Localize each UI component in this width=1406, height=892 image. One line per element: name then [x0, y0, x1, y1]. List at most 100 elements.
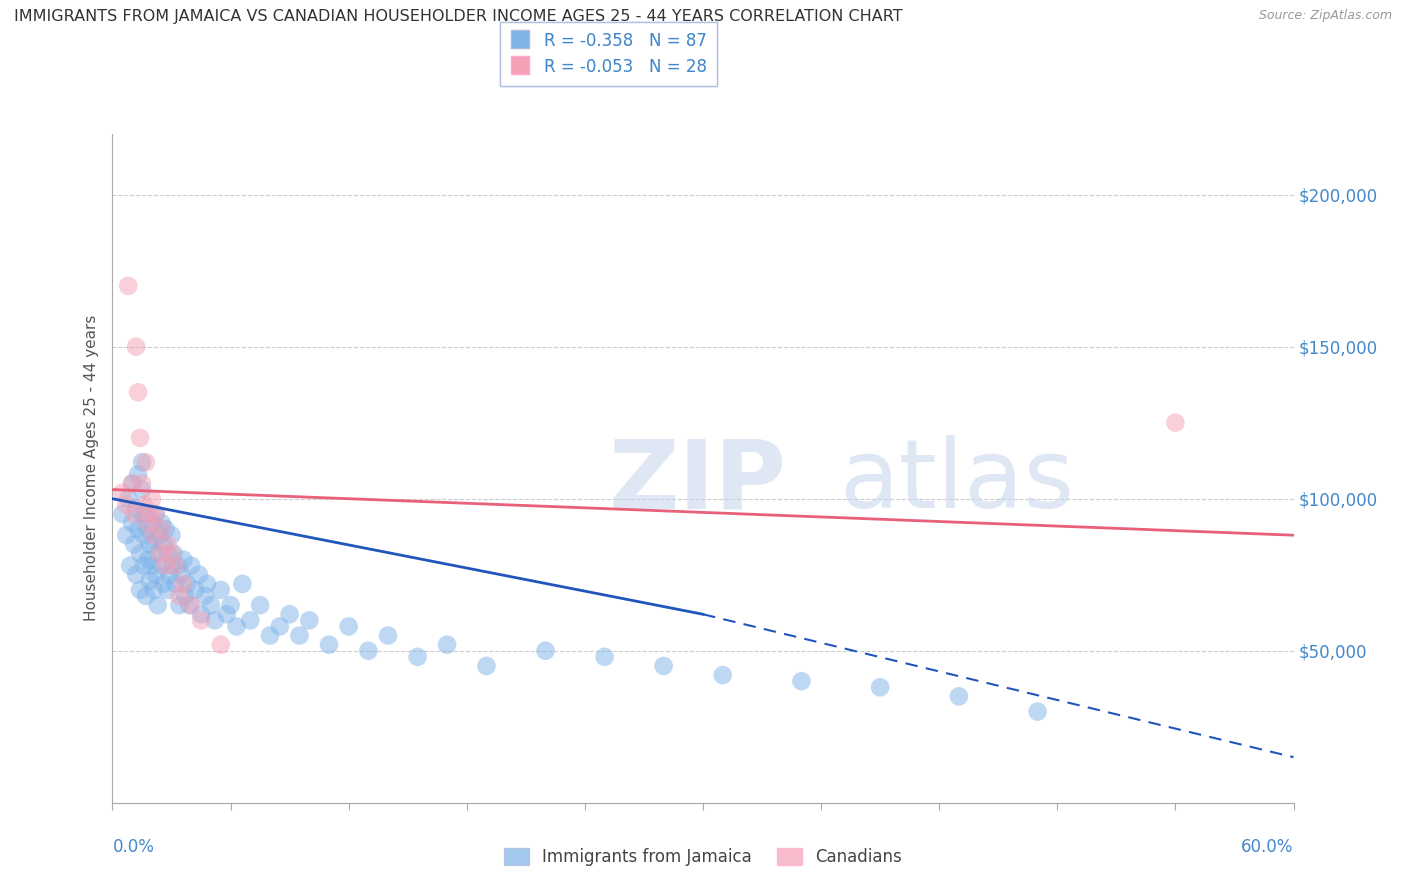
Point — [156, 582, 179, 597]
Point — [125, 567, 148, 582]
Point — [121, 476, 143, 491]
Point — [179, 598, 201, 612]
Point — [142, 534, 165, 549]
Y-axis label: Householder Income Ages 25 - 44 years: Householder Income Ages 25 - 44 years — [83, 315, 98, 622]
Point — [711, 668, 734, 682]
Point — [160, 546, 183, 560]
Point — [131, 483, 153, 497]
Point — [174, 589, 197, 603]
Point — [139, 574, 162, 588]
Point — [190, 613, 212, 627]
Point — [249, 598, 271, 612]
Point — [145, 507, 167, 521]
Point — [172, 577, 194, 591]
Text: 60.0%: 60.0% — [1241, 838, 1294, 856]
Point — [149, 528, 172, 542]
Point — [180, 558, 202, 573]
Point — [215, 607, 238, 622]
Point — [337, 619, 360, 633]
Point — [652, 659, 675, 673]
Point — [475, 659, 498, 673]
Point — [170, 567, 193, 582]
Point — [127, 522, 149, 536]
Text: IMMIGRANTS FROM JAMAICA VS CANADIAN HOUSEHOLDER INCOME AGES 25 - 44 YEARS CORREL: IMMIGRANTS FROM JAMAICA VS CANADIAN HOUS… — [14, 9, 903, 24]
Point — [141, 491, 163, 506]
Point — [139, 507, 162, 521]
Point — [121, 516, 143, 530]
Point — [188, 567, 211, 582]
Point — [165, 577, 187, 591]
Point — [155, 558, 177, 573]
Point — [141, 558, 163, 573]
Point — [117, 491, 139, 506]
Point — [136, 522, 159, 536]
Point — [122, 537, 145, 551]
Point — [117, 278, 139, 293]
Point — [209, 582, 232, 597]
Point — [149, 546, 172, 560]
Point — [200, 598, 222, 612]
Point — [534, 644, 557, 658]
Point — [406, 649, 429, 664]
Point — [125, 340, 148, 354]
Legend: R = -0.358   N = 87, R = -0.053   N = 28: R = -0.358 N = 87, R = -0.053 N = 28 — [501, 21, 717, 87]
Point — [1164, 416, 1187, 430]
Point — [1026, 705, 1049, 719]
Point — [115, 528, 138, 542]
Point — [135, 455, 157, 469]
Point — [169, 598, 191, 612]
Point — [121, 476, 143, 491]
Point — [111, 507, 134, 521]
Point — [135, 589, 157, 603]
Point — [129, 582, 152, 597]
Point — [131, 455, 153, 469]
Point — [269, 619, 291, 633]
Point — [139, 537, 162, 551]
Point — [145, 567, 167, 582]
Point — [176, 577, 198, 591]
Point — [136, 516, 159, 530]
Point — [172, 552, 194, 566]
Point — [162, 546, 184, 560]
Point — [180, 598, 202, 612]
Point — [159, 567, 181, 582]
Point — [120, 558, 142, 573]
Point — [184, 582, 207, 597]
Legend: Immigrants from Jamaica, Canadians: Immigrants from Jamaica, Canadians — [495, 840, 911, 875]
Point — [219, 598, 242, 612]
Point — [145, 507, 167, 521]
Point — [225, 619, 247, 633]
Point — [132, 528, 155, 542]
Point — [259, 628, 281, 642]
Point — [169, 589, 191, 603]
Point — [150, 516, 173, 530]
Point — [142, 528, 165, 542]
Point — [165, 558, 187, 573]
Text: Source: ZipAtlas.com: Source: ZipAtlas.com — [1258, 9, 1392, 22]
Text: 0.0%: 0.0% — [112, 838, 155, 856]
Point — [318, 638, 340, 652]
Text: atlas: atlas — [839, 435, 1074, 528]
Point — [132, 558, 155, 573]
Text: ZIP: ZIP — [609, 435, 786, 528]
Point — [204, 613, 226, 627]
Point — [122, 507, 145, 521]
Point — [948, 690, 970, 704]
Point — [357, 644, 380, 658]
Point — [166, 558, 188, 573]
Point — [129, 546, 152, 560]
Point — [131, 476, 153, 491]
Point — [156, 546, 179, 560]
Point — [160, 528, 183, 542]
Point — [790, 674, 813, 689]
Point — [129, 431, 152, 445]
Point — [231, 577, 253, 591]
Point — [593, 649, 616, 664]
Point — [190, 607, 212, 622]
Point — [135, 507, 157, 521]
Point — [209, 638, 232, 652]
Point — [436, 638, 458, 652]
Point — [288, 628, 311, 642]
Point — [155, 522, 177, 536]
Point — [298, 613, 321, 627]
